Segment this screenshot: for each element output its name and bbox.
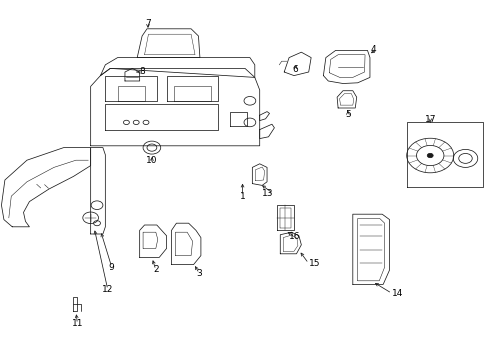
Text: 1: 1	[240, 192, 245, 201]
Text: 6: 6	[292, 65, 298, 74]
Text: 11: 11	[72, 320, 83, 328]
Text: 17: 17	[424, 115, 436, 124]
Text: 10: 10	[146, 156, 158, 165]
Text: 14: 14	[392, 289, 403, 298]
Text: 5: 5	[345, 110, 351, 119]
Text: 7: 7	[145, 19, 151, 28]
Text: 2: 2	[153, 266, 159, 274]
Text: 9: 9	[109, 263, 115, 271]
Text: 13: 13	[262, 189, 273, 198]
Text: 3: 3	[196, 269, 202, 278]
Text: 12: 12	[102, 285, 114, 294]
Circle shape	[427, 153, 433, 158]
Text: 16: 16	[289, 233, 301, 241]
Text: 15: 15	[309, 259, 320, 268]
Text: 8: 8	[140, 68, 146, 77]
Text: 4: 4	[371, 45, 376, 54]
